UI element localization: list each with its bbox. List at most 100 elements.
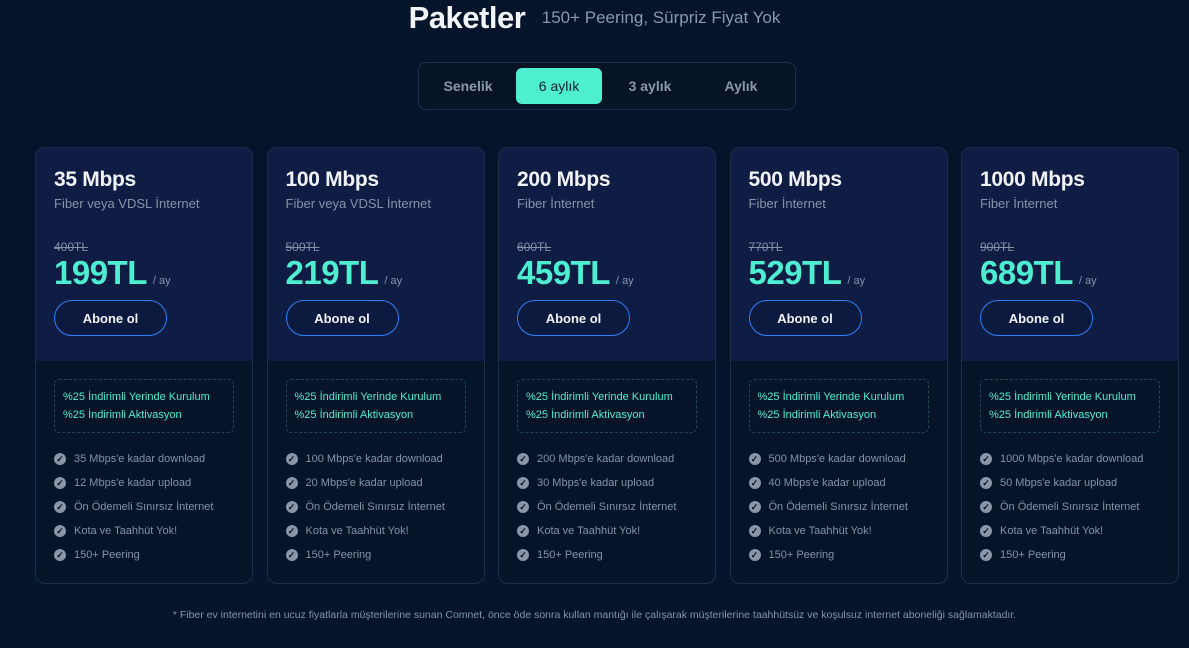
tab-period[interactable]: 3 aylık (628, 78, 672, 94)
promo-item: %25 İndirimli Aktivasyon (989, 409, 1108, 421)
plan-type: Fiber İnternet (748, 196, 826, 211)
feature-text: 150+ Peering (537, 549, 603, 561)
subscribe-button[interactable]: Abone ol (517, 300, 630, 336)
check-circle-icon: ✓ (980, 525, 992, 537)
promo-box: %25 İndirimli Yerinde Kurulum %25 İndiri… (285, 379, 466, 433)
feature-item: ✓ Kota ve Taahhüt Yok! (517, 519, 697, 543)
feature-list: ✓ 100 Mbps'e kadar download ✓ 20 Mbps'e kad… (285, 447, 466, 567)
plan-header: 200 Mbps Fiber İnternet 600TL 459TL / ay … (499, 148, 715, 361)
feature-text: Ön Ödemeli Sınırsız İnternet (74, 501, 214, 513)
feature-text: 150+ Peering (74, 549, 140, 561)
old-price: 400TL (54, 240, 89, 254)
page-header: Paketler 150+ Peering, Sürpriz Fiyat Yok (0, 0, 1189, 40)
feature-item: ✓ Ön Ödemeli Sınırsız İnternet (517, 495, 697, 519)
feature-item: ✓ Ön Ödemeli Sınırsız İnternet (980, 495, 1160, 519)
plan-type: Fiber veya VDSL İnternet (285, 196, 431, 211)
feature-text: 50 Mbps'e kadar upload (1000, 477, 1118, 489)
plan-type: Fiber veya VDSL İnternet (54, 196, 200, 211)
promo-item: %25 İndirimli Yerinde Kurulum (757, 391, 905, 403)
check-circle-icon: ✓ (748, 525, 761, 537)
price: 529TL (748, 254, 842, 291)
check-circle-icon: ✓ (54, 525, 66, 537)
check-circle-icon: ✓ (517, 453, 529, 465)
feature-text: 12 Mbps'e kadar upload (74, 477, 192, 489)
page-title: Paketler (408, 0, 526, 35)
feature-item: ✓ 35 Mbps'e kadar download (54, 447, 234, 471)
feature-item: ✓ 40 Mbps'e kadar upload (748, 471, 929, 495)
check-circle-icon: ✓ (980, 453, 992, 465)
check-circle-icon: ✓ (285, 525, 298, 537)
plan-header: 100 Mbps Fiber veya VDSL İnternet 500TL … (267, 148, 484, 361)
promo-item: %25 İndirimli Yerinde Kurulum (526, 391, 673, 403)
subscribe-button[interactable]: Abone ol (285, 300, 399, 336)
feature-text: 1000 Mbps'e kadar download (1000, 453, 1144, 465)
promo-box: %25 İndirimli Yerinde Kurulum %25 İndiri… (980, 379, 1160, 433)
feature-text: Ön Ödemeli Sınırsız İnternet (305, 501, 445, 513)
feature-text: 30 Mbps'e kadar upload (537, 477, 655, 489)
promo-item: %25 İndirimli Yerinde Kurulum (63, 391, 210, 403)
promo-item: %25 İndirimli Aktivasyon (526, 409, 645, 421)
feature-item: ✓ 50 Mbps'e kadar upload (980, 471, 1160, 495)
feature-item: ✓ Ön Ödemeli Sınırsız İnternet (285, 495, 466, 519)
subscribe-button[interactable]: Abone ol (54, 300, 167, 336)
plan-header: 500 Mbps Fiber İnternet 770TL 529TL / ay … (730, 148, 947, 361)
subscribe-button[interactable]: Abone ol (748, 300, 862, 336)
promo-box: %25 İndirimli Yerinde Kurulum %25 İndiri… (54, 379, 234, 433)
check-circle-icon: ✓ (517, 549, 529, 561)
feature-item: ✓ 150+ Peering (980, 543, 1160, 567)
check-circle-icon: ✓ (748, 549, 761, 561)
feature-item: ✓ 1000 Mbps'e kadar download (980, 447, 1160, 471)
feature-item: ✓ Kota ve Taahhüt Yok! (980, 519, 1160, 543)
feature-item: ✓ Kota ve Taahhüt Yok! (54, 519, 234, 543)
check-circle-icon: ✓ (748, 501, 761, 513)
tab-period[interactable]: Senelik (443, 78, 493, 94)
plan-header: 1000 Mbps Fiber İnternet 900TL 689TL / ay… (962, 148, 1178, 361)
feature-text: 35 Mbps'e kadar download (74, 453, 206, 465)
promo-item: %25 İndirimli Yerinde Kurulum (294, 391, 442, 403)
promo-box: %25 İndirimli Yerinde Kurulum %25 İndiri… (517, 379, 697, 433)
promo-box: %25 İndirimli Yerinde Kurulum %25 İndiri… (748, 379, 929, 433)
feature-text: Kota ve Taahhüt Yok! (305, 525, 409, 537)
price: 219TL (285, 254, 379, 291)
check-circle-icon: ✓ (54, 501, 66, 513)
feature-item: ✓ 150+ Peering (748, 543, 929, 567)
check-circle-icon: ✓ (980, 477, 992, 489)
feature-list: ✓ 1000 Mbps'e kadar download ✓ 50 Mbps'e ka… (980, 447, 1160, 567)
footer-note: * Fiber ev internetini en ucuz fiyatlarl… (172, 609, 1017, 621)
billing-period-toggle: Senelik 6 aylık 3 aylık Aylık (418, 62, 796, 110)
old-price: 770TL (748, 240, 783, 254)
feature-text: 150+ Peering (305, 549, 372, 561)
plan-type: Fiber İnternet (517, 196, 595, 211)
plan-type: Fiber İnternet (980, 196, 1058, 211)
feature-list: ✓ 500 Mbps'e kadar download ✓ 40 Mbps'e kad… (748, 447, 929, 567)
price-line: 219TL / ay (286, 254, 466, 292)
feature-item: ✓ 100 Mbps'e kadar download (285, 447, 466, 471)
plan-speed: 100 Mbps (285, 168, 380, 191)
promo-item: %25 İndirimli Yerinde Kurulum (989, 391, 1136, 403)
plan-card: 200 Mbps Fiber İnternet 600TL 459TL / ay … (498, 147, 716, 584)
price-line: 199TL / ay (54, 254, 234, 292)
tab-period[interactable]: Aylık (724, 78, 758, 94)
feature-item: ✓ Ön Ödemeli Sınırsız İnternet (748, 495, 929, 519)
feature-text: Ön Ödemeli Sınırsız İnternet (768, 501, 908, 513)
check-circle-icon: ✓ (285, 501, 298, 513)
feature-text: 100 Mbps'e kadar download (305, 453, 443, 465)
feature-text: Ön Ödemeli Sınırsız İnternet (537, 501, 677, 513)
check-circle-icon: ✓ (517, 525, 529, 537)
check-circle-icon: ✓ (285, 477, 298, 489)
tab-period[interactable]: 6 aylık (516, 68, 602, 104)
subscribe-button[interactable]: Abone ol (980, 300, 1093, 336)
check-circle-icon: ✓ (980, 549, 992, 561)
feature-item: ✓ 200 Mbps'e kadar download (517, 447, 697, 471)
price-line: 459TL / ay (517, 254, 697, 292)
plan-card: 1000 Mbps Fiber İnternet 900TL 689TL / ay… (961, 147, 1179, 584)
plan-card: 100 Mbps Fiber veya VDSL İnternet 500TL … (266, 147, 485, 584)
feature-item: ✓ Kota ve Taahhüt Yok! (748, 519, 929, 543)
feature-item: ✓ 12 Mbps'e kadar upload (54, 471, 234, 495)
promo-item: %25 İndirimli Aktivasyon (63, 409, 182, 421)
feature-text: 40 Mbps'e kadar upload (768, 477, 886, 489)
feature-text: Kota ve Taahhüt Yok! (768, 525, 872, 537)
feature-text: Ön Ödemeli Sınırsız İnternet (1000, 501, 1140, 513)
feature-text: Kota ve Taahhüt Yok! (1000, 525, 1104, 537)
check-circle-icon: ✓ (285, 453, 298, 465)
